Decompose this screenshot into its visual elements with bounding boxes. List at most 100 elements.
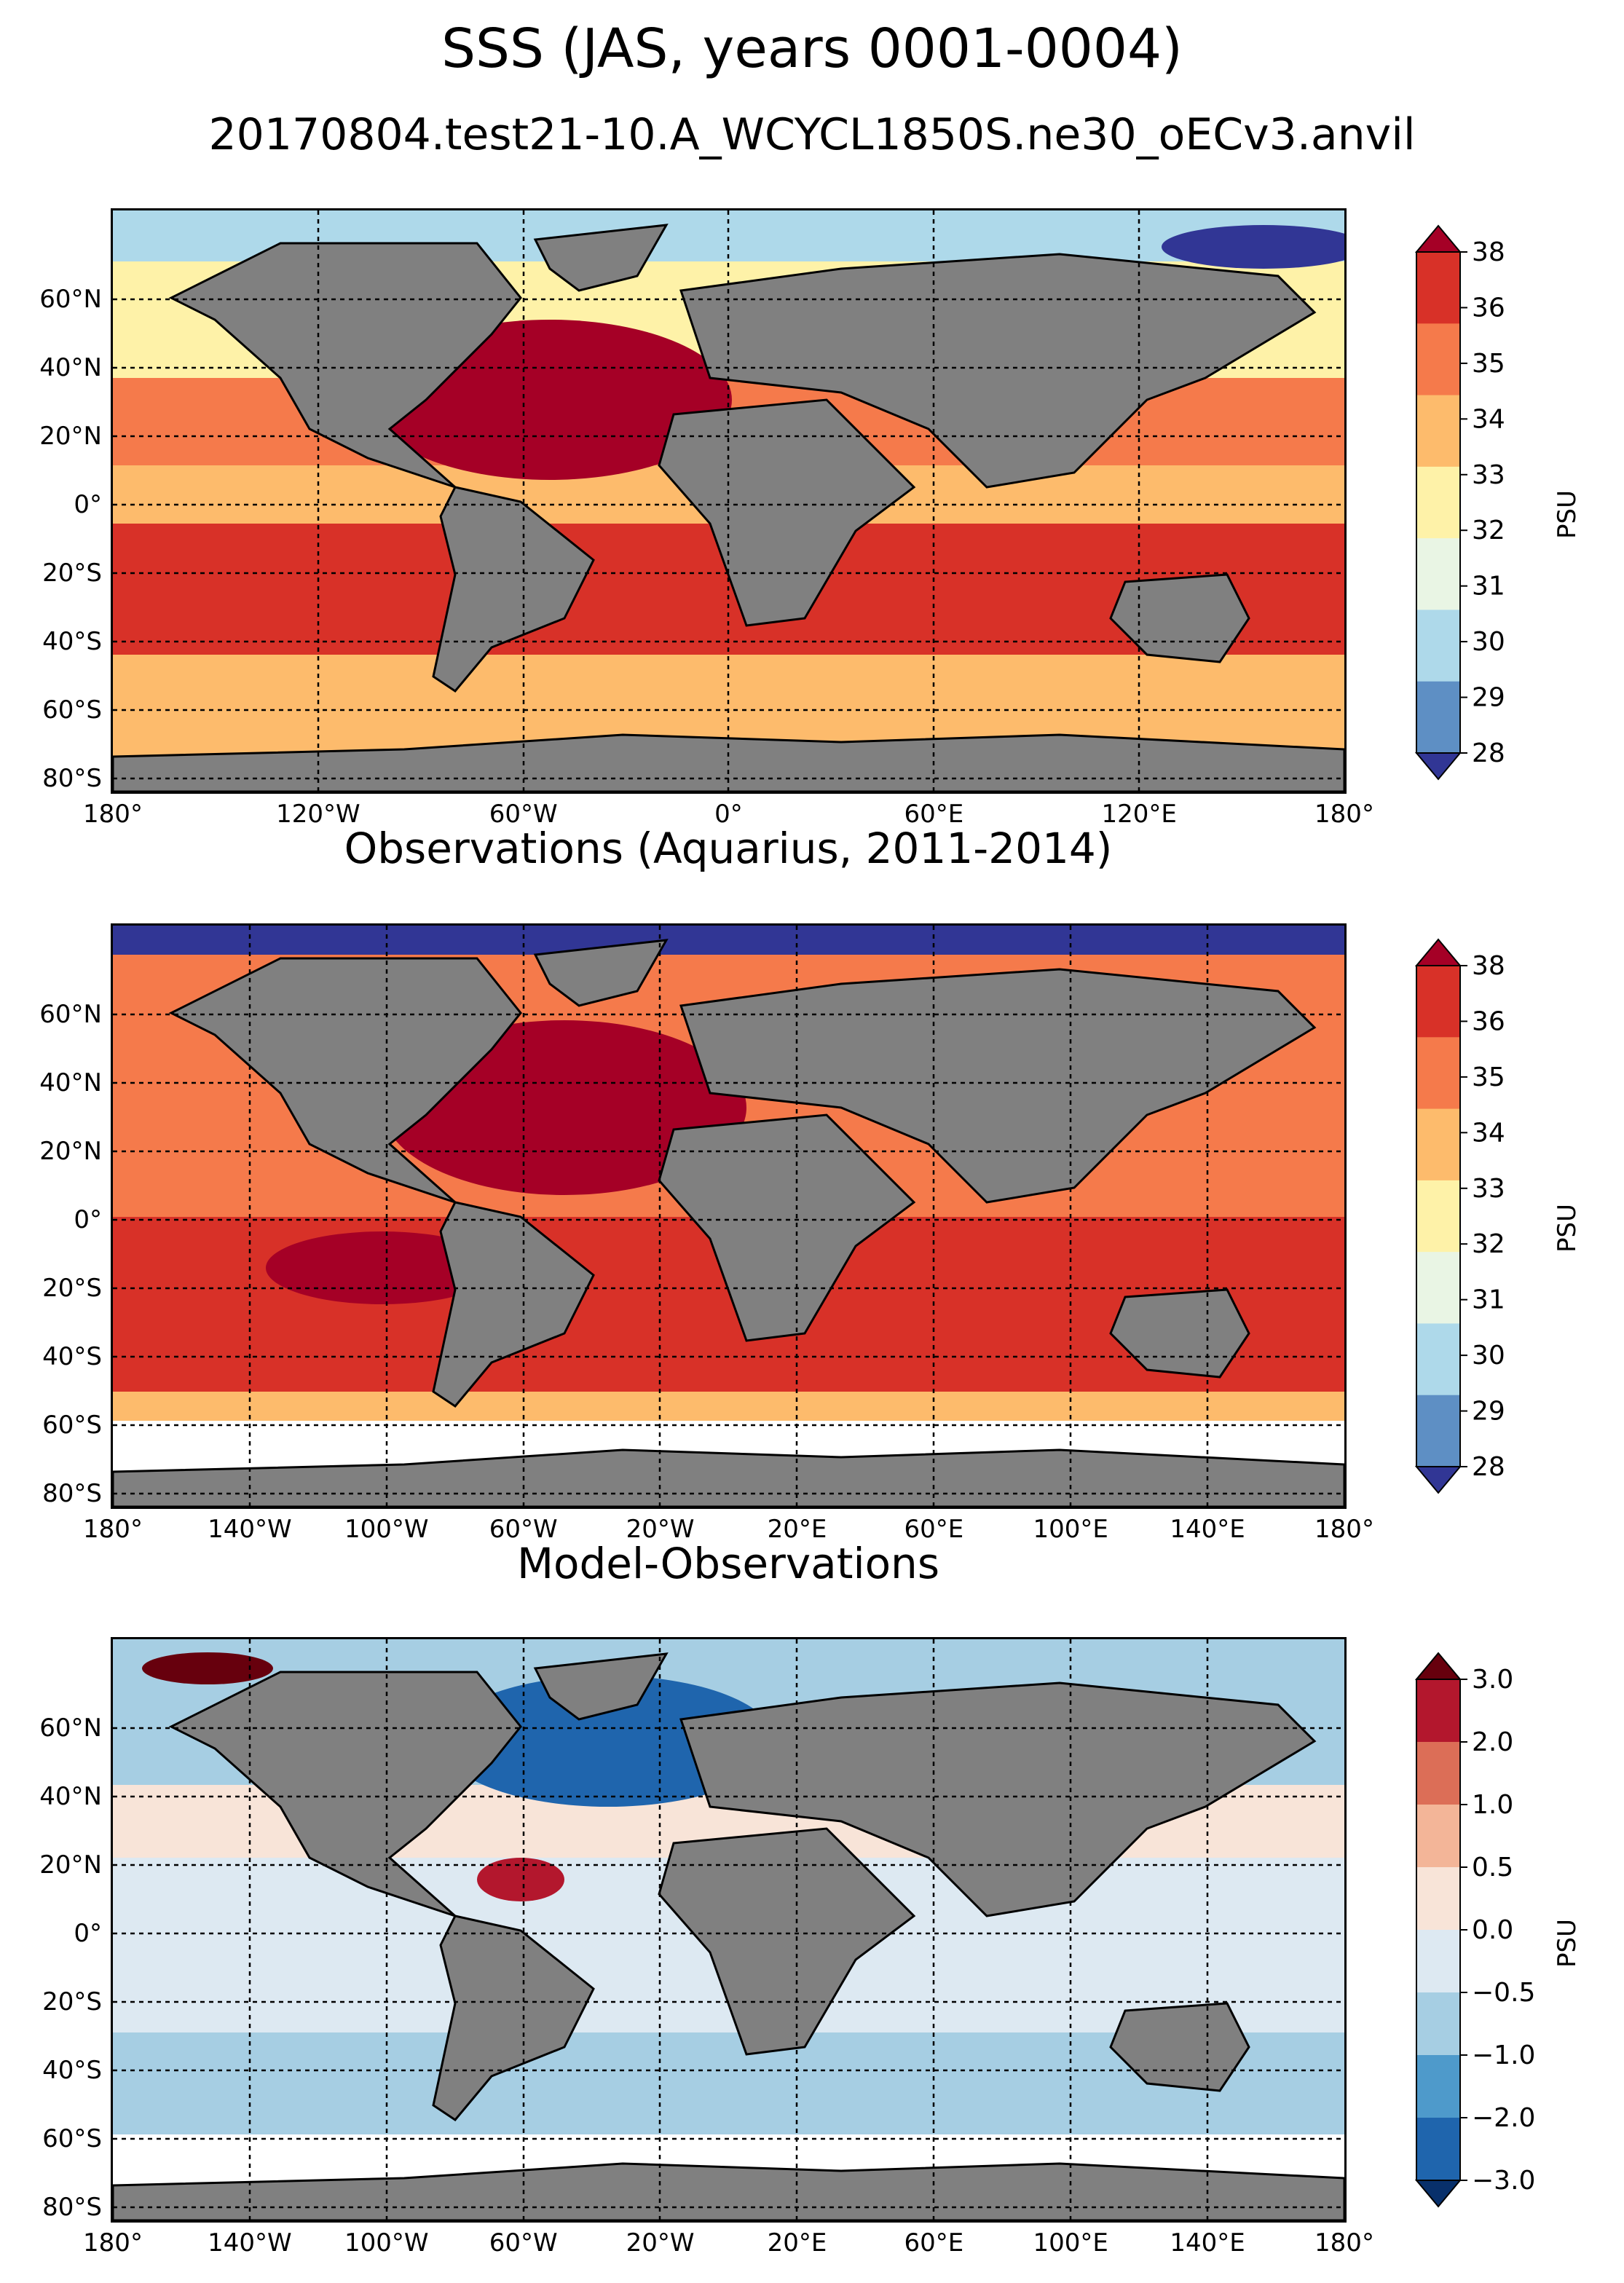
obs-colorbar: 38 36 35 34 33 32 31 30 29 28 — [1414, 925, 1505, 1507]
colorbar-tick-label: 32 — [1472, 1229, 1505, 1259]
colorbar-tick-label: 33 — [1472, 1174, 1505, 1204]
lon-tick-label: 100°E — [1033, 2228, 1108, 2258]
diff-land — [113, 1652, 1344, 2220]
model-arctic-fresh — [1162, 225, 1344, 269]
colorbar-tick-label: 34 — [1472, 404, 1505, 434]
lat-tick-label: 40°S — [42, 1342, 102, 1371]
diff-land-south-america — [432, 1915, 595, 2121]
colorbar-tick-label: 30 — [1472, 1341, 1505, 1371]
lat-tick-label: 20°S — [42, 1987, 102, 2016]
colorbar-segment — [1416, 323, 1460, 396]
diff-land-africa — [658, 1827, 916, 2056]
lon-tick-label: 20°W — [626, 1515, 695, 1544]
model-land-australia — [1109, 573, 1250, 663]
colorbar-extend-max — [1414, 224, 1462, 253]
colorbar-tick-label: −1.0 — [1472, 2040, 1535, 2070]
colorbar-tick-label: 31 — [1472, 572, 1505, 602]
obs-graticule — [113, 926, 1344, 1507]
colorbar-segment — [1416, 538, 1460, 610]
colorbar-segment — [1416, 1679, 1460, 1743]
model-land — [113, 224, 1344, 792]
colorbar-extend-max — [1414, 1652, 1462, 1680]
lat-tick-label: 40°N — [39, 1068, 102, 1097]
colorbar-tick-label: 29 — [1472, 1397, 1505, 1427]
colorbar-segment — [1416, 966, 1460, 1038]
diff-colorbar-svg: 3.0 2.0 1.0 0.5 0.0 −0.5 −1.0 −2.0 −3.0 — [1414, 1652, 1535, 2208]
colorbar-tick-label: 1.0 — [1472, 1790, 1513, 1820]
lon-tick-label: 60°E — [904, 2228, 964, 2258]
obs-land-greenland — [533, 939, 669, 1007]
lat-tick-label: 60°S — [42, 1411, 102, 1440]
colorbar-segment — [1416, 466, 1460, 539]
lat-tick-label: 0° — [74, 1205, 102, 1234]
colorbar-tick-label: 36 — [1472, 1006, 1505, 1036]
model-colorbar-label: PSU — [1553, 490, 1582, 539]
lat-tick-label: 80°S — [42, 2193, 102, 2222]
colorbar-tick-label: 28 — [1472, 738, 1505, 768]
colorbar-segment — [1416, 1252, 1460, 1324]
colorbar-segment — [1416, 1180, 1460, 1253]
obs-arctic-band — [113, 926, 1344, 955]
colorbar-tick-label: −0.5 — [1472, 1978, 1535, 2008]
colorbar-tick-label: 29 — [1472, 683, 1505, 713]
lat-tick-label: 20°N — [39, 1850, 102, 1880]
colorbar-segment — [1416, 1742, 1460, 1805]
model-colorbar-svg: 38 36 35 34 33 32 31 30 29 28 — [1414, 224, 1505, 781]
obs-sss-map — [111, 923, 1347, 1509]
obs-land-south-america — [432, 1201, 595, 1408]
lon-tick-label: 100°E — [1033, 1515, 1108, 1544]
lon-tick-label: 60°E — [904, 1515, 964, 1544]
lon-tick-label: 180° — [1314, 800, 1374, 829]
colorbar-extend-max — [1414, 938, 1462, 966]
diff-beaufort-max — [142, 1652, 273, 1684]
colorbar-tick-label: 3.0 — [1472, 1665, 1513, 1695]
obs-land-eurasia — [679, 968, 1317, 1204]
lon-tick-label: 140°E — [1170, 1515, 1245, 1544]
obs-colorbar-svg: 38 36 35 34 33 32 31 30 29 28 — [1414, 938, 1505, 1494]
model-land-south-america — [432, 486, 595, 693]
diff-caribbean-max — [477, 1858, 564, 1901]
figure-title: SSS (JAS, years 0001-0004) — [441, 17, 1183, 80]
colorbar-segment — [1416, 395, 1460, 468]
figure-subtitle: 20170804.test21-10.A_WCYCL1850S.ne30_oEC… — [208, 109, 1416, 160]
lon-tick-label: 180° — [83, 2228, 143, 2258]
obs-colorbar-label: PSU — [1553, 1204, 1582, 1253]
model-graticule — [113, 210, 1344, 792]
panel-2-title: Observations (Aquarius, 2011-2014) — [344, 824, 1113, 873]
lat-tick-label: 60°N — [39, 1000, 102, 1029]
lat-tick-label: 20°N — [39, 1137, 102, 1166]
lat-tick-label: 20°S — [42, 1274, 102, 1303]
colorbar-tick-label: −2.0 — [1472, 2103, 1535, 2133]
lat-tick-label: 60°N — [39, 285, 102, 314]
lon-tick-label: 20°E — [767, 2228, 827, 2258]
model-colorbar: 38 36 35 34 33 32 31 30 29 28 — [1414, 211, 1505, 794]
diff-colorbar: 3.0 2.0 1.0 0.5 0.0 −0.5 −1.0 −2.0 −3.0 — [1414, 1639, 1535, 2221]
model-sss-plot — [113, 210, 1344, 792]
diff-sss-plot — [113, 1639, 1344, 2220]
obs-south-pacific-max — [266, 1231, 499, 1304]
colorbar-tick-label: 0.5 — [1472, 1853, 1513, 1882]
lat-tick-label: 0° — [74, 490, 102, 519]
diff-sss-map — [111, 1637, 1347, 2223]
lon-tick-label: 140°E — [1170, 2228, 1245, 2258]
colorbar-segment — [1416, 1930, 1460, 1993]
colorbar-tick-label: 2.0 — [1472, 1727, 1513, 1757]
lon-tick-label: 0° — [714, 800, 743, 829]
lat-tick-label: 40°N — [39, 1782, 102, 1811]
colorbar-extend-min — [1414, 1466, 1462, 1494]
lon-tick-label: 60°E — [904, 800, 964, 829]
colorbar-tick-label: 32 — [1472, 516, 1505, 545]
colorbar-segment — [1416, 2118, 1460, 2181]
colorbar-tick-label: 28 — [1472, 1452, 1505, 1482]
lat-tick-label: 20°S — [42, 559, 102, 588]
colorbar-tick-label: 35 — [1472, 1062, 1505, 1092]
colorbar-segment — [1416, 681, 1460, 754]
model-sss-map — [111, 208, 1347, 794]
colorbar-tick-label: 34 — [1472, 1118, 1505, 1148]
panel-3-title: Model-Observations — [516, 1539, 940, 1588]
colorbar-segment — [1416, 1805, 1460, 1868]
colorbar-segment — [1416, 610, 1460, 682]
lon-tick-label: 20°W — [626, 2228, 695, 2258]
colorbar-extend-min — [1414, 752, 1462, 781]
diff-colorbar-label: PSU — [1553, 1919, 1582, 1968]
